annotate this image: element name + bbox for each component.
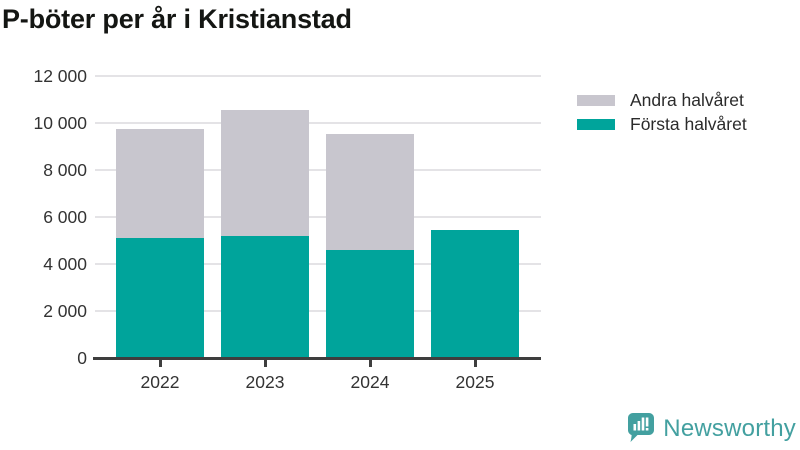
y-axis-tick-label: 6 000	[43, 207, 87, 227]
x-axis-tick-2023	[263, 360, 267, 367]
x-axis-label-2025: 2025	[455, 372, 495, 392]
gridline-4000	[95, 263, 541, 265]
gridline-6000	[95, 216, 541, 218]
y-axis-tick-label: 10 000	[33, 113, 87, 133]
legend-item-forsta-halvaret: Första halvåret	[577, 114, 747, 134]
y-axis-tick-label: 0	[77, 348, 87, 368]
bar-2025-forsta-halvaret	[431, 229, 519, 358]
bar-2024-andra-halvaret	[326, 133, 414, 250]
legend: Andra halvåret Första halvåret	[577, 90, 747, 139]
gridline-2000	[95, 310, 541, 312]
legend-swatch-andra-halvaret	[577, 95, 615, 106]
legend-swatch-forsta-halvaret	[577, 119, 615, 130]
legend-item-andra-halvaret: Andra halvåret	[577, 90, 747, 110]
x-axis-label-2024: 2024	[350, 372, 390, 392]
x-axis-label-2022: 2022	[140, 372, 180, 392]
gridline-10000	[95, 122, 541, 124]
bar-2022-andra-halvaret	[116, 128, 204, 239]
newsworthy-logo[interactable]: Newsworthy	[627, 412, 796, 446]
x-axis-tick-2024	[368, 360, 372, 367]
bar-2024-forsta-halvaret	[326, 249, 414, 358]
y-axis-tick-label: 8 000	[43, 160, 87, 180]
legend-label-forsta-halvaret: Första halvåret	[630, 114, 747, 134]
newsworthy-wordmark: Newsworthy	[663, 415, 796, 442]
y-axis-tick-label: 2 000	[43, 301, 87, 321]
bar-2022-forsta-halvaret	[116, 238, 204, 358]
bar-2023-andra-halvaret	[221, 110, 309, 236]
newsworthy-bubble-icon	[628, 413, 655, 442]
bar-2023-forsta-halvaret	[221, 235, 309, 358]
x-axis-tick-2022	[158, 360, 162, 367]
x-axis-label-2023: 2023	[245, 372, 285, 392]
gridline-8000	[95, 169, 541, 171]
legend-label-andra-halvaret: Andra halvåret	[630, 90, 744, 110]
x-axis-line	[93, 357, 541, 360]
y-axis-tick-label: 12 000	[33, 66, 87, 86]
gridline-12000	[95, 75, 541, 77]
chart-title: P-böter per år i Kristianstad	[2, 4, 352, 34]
x-axis-tick-2025	[473, 360, 477, 367]
y-axis-tick-label: 4 000	[43, 254, 87, 274]
